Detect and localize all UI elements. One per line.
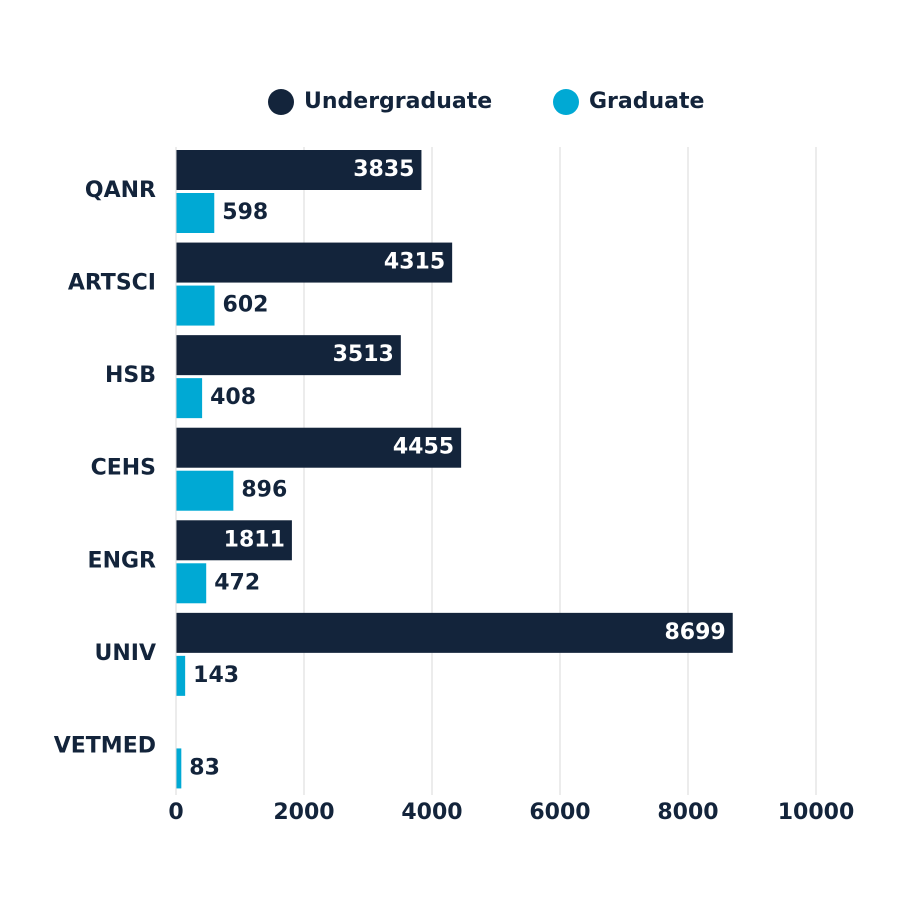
y-tick-label: ENGR [88, 548, 156, 573]
bar [176, 242, 453, 283]
bar [176, 748, 182, 789]
x-tick-label: 8000 [657, 800, 718, 825]
value-label: 598 [222, 200, 268, 225]
y-tick-label: ARTSCI [68, 271, 156, 296]
bar [176, 150, 422, 190]
x-tick-label: 6000 [529, 800, 590, 825]
legend-marker [268, 89, 294, 115]
bar [176, 470, 234, 511]
value-label: 8699 [665, 620, 726, 645]
value-label: 602 [223, 293, 269, 318]
x-tick-label: 0 [168, 800, 183, 825]
value-label: 896 [241, 478, 287, 503]
y-tick-label: VETMED [54, 733, 156, 758]
bar [176, 378, 203, 419]
y-tick-label: QANR [85, 178, 156, 203]
bar [176, 193, 215, 233]
bar [176, 335, 401, 376]
legend-label: Graduate [589, 89, 704, 114]
bar [176, 563, 207, 604]
x-tick-label: 4000 [401, 800, 462, 825]
value-label: 3513 [333, 342, 394, 367]
value-label: 4315 [384, 250, 445, 275]
bar [176, 285, 215, 326]
value-label: 1811 [224, 527, 285, 552]
value-label: 472 [214, 570, 260, 595]
y-tick-label: CEHS [91, 456, 156, 481]
bar [176, 655, 186, 696]
x-tick-label: 2000 [273, 800, 334, 825]
x-tick-label: 10000 [778, 800, 855, 825]
bar [176, 520, 292, 561]
legend-label: Undergraduate [304, 89, 492, 114]
value-label: 83 [189, 755, 220, 780]
y-tick-label: UNIV [95, 641, 157, 666]
legend-marker [553, 89, 579, 115]
y-tick-label: HSB [105, 363, 156, 388]
value-label: 4455 [393, 435, 454, 460]
value-label: 3835 [353, 157, 414, 182]
value-label: 408 [210, 385, 256, 410]
bar [176, 427, 462, 468]
value-label: 143 [193, 663, 239, 688]
bar [176, 612, 733, 653]
